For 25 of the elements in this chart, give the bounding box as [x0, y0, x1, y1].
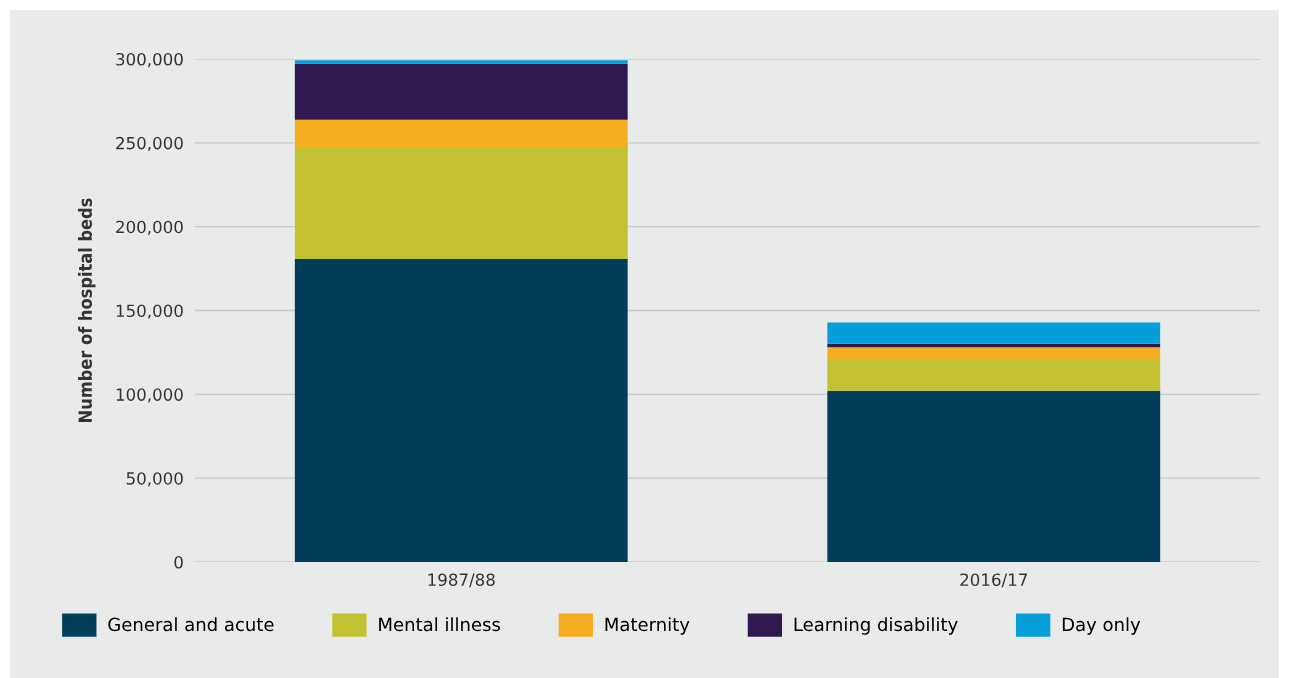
legend-label: Day only: [1062, 617, 1141, 635]
y-tick-label: 0: [174, 555, 183, 569]
bar: [827, 390, 1161, 562]
bar: [294, 259, 628, 562]
bar: [827, 359, 1161, 391]
bar: [294, 147, 628, 260]
y-tick-label: 100,000: [116, 388, 183, 403]
y-tick-label: 250,000: [116, 136, 183, 152]
bar: [294, 63, 628, 120]
bar: [827, 322, 1161, 344]
legend-label: General and acute: [108, 617, 274, 632]
legend-label: Mental illness: [379, 617, 500, 632]
y-axis-title: Number of hospital beds: [78, 198, 96, 422]
x-tick-label: 2016/17: [960, 573, 1027, 588]
x-tick-label: 1987/88: [428, 573, 495, 588]
legend-label: Learning disability: [794, 617, 958, 635]
bar: [827, 347, 1161, 360]
legend-label: Maternity: [605, 617, 690, 635]
y-tick-label: 300,000: [116, 52, 183, 68]
bar: [294, 119, 628, 148]
y-tick-label: 150,000: [116, 304, 183, 319]
bar: [294, 60, 628, 64]
y-tick-label: 200,000: [116, 220, 183, 235]
bar: [827, 343, 1161, 348]
y-tick-label: 50,000: [126, 472, 183, 487]
